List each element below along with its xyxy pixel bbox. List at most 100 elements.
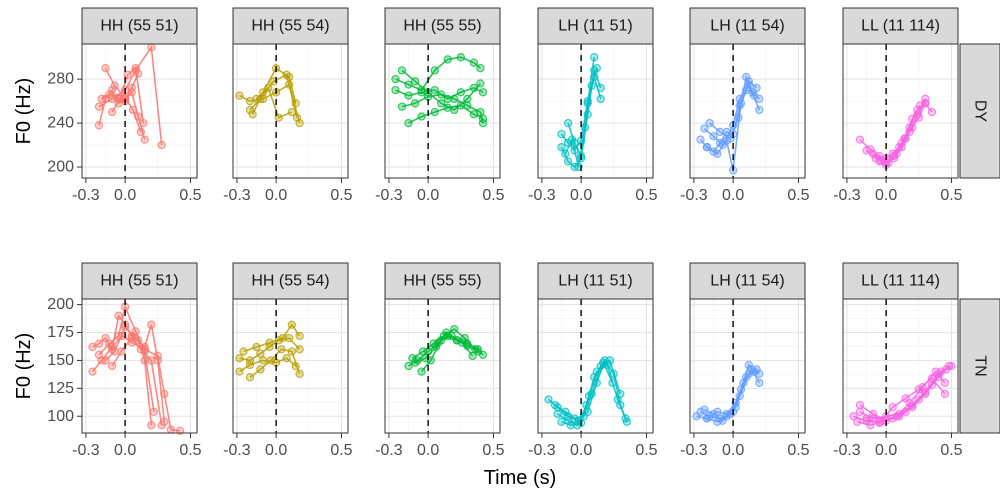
data-point: [460, 333, 469, 343]
data-point: [752, 83, 761, 93]
panel-background: [82, 299, 197, 433]
data-point: [897, 138, 906, 148]
facet-strip-background: [842, 7, 959, 45]
y-tick-label: 175: [47, 324, 74, 341]
x-tick-label: 0.5: [482, 442, 504, 459]
data-point: [136, 127, 145, 137]
data-point: [473, 347, 482, 356]
data-point: [621, 414, 630, 423]
x-tick-label: 0.5: [179, 187, 201, 204]
facet-strip-label: LL (11 114): [861, 273, 940, 290]
series-line: [414, 331, 479, 364]
data-point: [123, 70, 132, 79]
data-point: [563, 118, 573, 128]
data-point: [478, 114, 488, 123]
facet-strip-label: LL (11 114): [861, 18, 940, 35]
data-point: [265, 338, 274, 347]
data-point: [410, 77, 420, 86]
data-point: [855, 135, 865, 144]
data-point: [603, 360, 612, 370]
data-point: [940, 378, 950, 387]
data-point: [713, 149, 722, 158]
panel-tn-hh-55-55: HH (55 55) -0.3 0.0 0.5: [375, 262, 505, 459]
data-point: [908, 400, 917, 410]
data-point: [94, 339, 104, 348]
data-point: [927, 374, 937, 383]
x-tick-label: 0.5: [940, 442, 962, 459]
data-point: [115, 94, 125, 104]
data-point: [722, 412, 731, 421]
series-line: [101, 73, 139, 103]
data-point: [702, 414, 712, 423]
series-line: [401, 69, 482, 111]
x-tick-label: -0.3: [72, 187, 100, 204]
data-point: [147, 421, 156, 430]
facet-strip-label: HH (55 51): [100, 18, 178, 35]
x-tick-label: 0.5: [940, 187, 962, 204]
data-point: [583, 99, 592, 108]
x-tick-label: 0.0: [722, 187, 744, 204]
data-point: [264, 83, 273, 93]
data-point: [258, 356, 268, 365]
data-point: [731, 403, 740, 412]
series-line: [408, 104, 484, 124]
x-tick-label: -0.3: [680, 187, 708, 204]
series-line: [401, 93, 484, 124]
data-point: [147, 43, 156, 52]
data-point: [404, 118, 413, 128]
data-point: [590, 53, 599, 62]
x-tick-label: 0.5: [179, 442, 201, 459]
data-point: [914, 385, 923, 394]
panel-dy-lh-11-54: LH (11 54) -0.3 0.0 0.5: [680, 7, 810, 204]
facet-strip-label: LH (11 54): [710, 18, 784, 35]
y-tick-label: 125: [47, 380, 74, 397]
panel-border: [81, 43, 198, 179]
x-tick-label: -0.3: [375, 442, 403, 459]
x-tick-label: -0.3: [223, 187, 251, 204]
panel-dy-hh-55-51: HH (55 51) -0.3 0.0 0.5: [72, 7, 202, 204]
row-strip-background: [959, 43, 1000, 179]
data-point: [235, 354, 244, 363]
data-point: [596, 94, 605, 104]
data-point: [566, 421, 575, 430]
x-tick-label: 0.0: [417, 442, 439, 459]
data-point: [715, 127, 725, 137]
facet-strip-label: LH (11 51): [558, 273, 632, 290]
facet-strip-label: HH (55 55): [403, 18, 481, 35]
data-point: [709, 409, 718, 419]
data-point: [726, 134, 735, 143]
data-point: [705, 118, 714, 128]
data-point: [901, 394, 910, 403]
y-tick-label: 100: [47, 408, 74, 425]
data-point: [456, 53, 465, 62]
panel-border: [232, 298, 349, 434]
data-point: [131, 64, 140, 73]
data-point: [166, 425, 176, 434]
facet-strip-label: LH (11 51): [558, 18, 632, 35]
facet-strip-background: [689, 7, 806, 45]
data-point: [295, 369, 304, 378]
x-tick-label: 0.0: [265, 442, 287, 459]
data-point: [110, 347, 119, 356]
panel-background: [843, 44, 958, 178]
data-point: [114, 311, 123, 320]
facet-strip-background: [232, 262, 349, 300]
data-point: [557, 417, 566, 426]
data-point: [450, 324, 459, 334]
panel-dy-lh-11-51: LH (11 51) -0.3 0.0 0.5: [528, 7, 658, 204]
series-line: [706, 370, 755, 423]
series-line: [395, 56, 481, 92]
panel-background: [538, 44, 653, 178]
x-tick-label: 0.5: [635, 187, 657, 204]
data-point: [239, 347, 248, 356]
data-point: [696, 135, 705, 144]
data-point: [544, 395, 553, 404]
series-line: [879, 102, 933, 166]
x-tick-label: 0.5: [635, 442, 657, 459]
data-point: [266, 356, 276, 365]
data-point: [101, 356, 110, 365]
panel-border: [842, 43, 959, 179]
data-point: [417, 367, 426, 376]
series-line: [561, 363, 627, 427]
